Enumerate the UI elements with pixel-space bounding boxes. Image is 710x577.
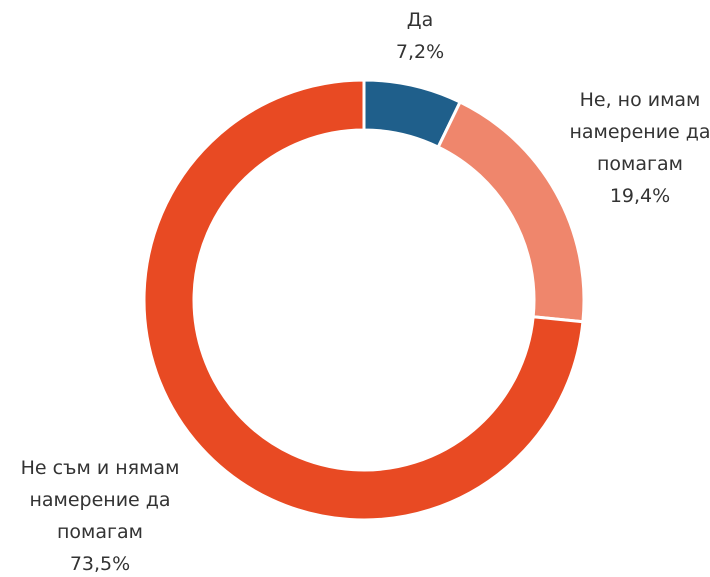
donut-slice (142, 78, 585, 522)
value-label: 7,2% (395, 41, 445, 63)
category-label: Не, но имам намерение да помагам (569, 89, 710, 175)
category-label: Не съм и нямам намерение да помагам (20, 457, 180, 543)
slice-label: Не, но имам намерение да помагам 19,4% (540, 84, 710, 212)
value-label: 19,4% (609, 185, 671, 207)
slice-label: Да 7,2% (360, 4, 480, 68)
value-label: 73,5% (69, 553, 131, 575)
slice-label: Не съм и нямам намерение да помагам 73,5% (0, 452, 200, 577)
category-label: Да (406, 9, 434, 31)
